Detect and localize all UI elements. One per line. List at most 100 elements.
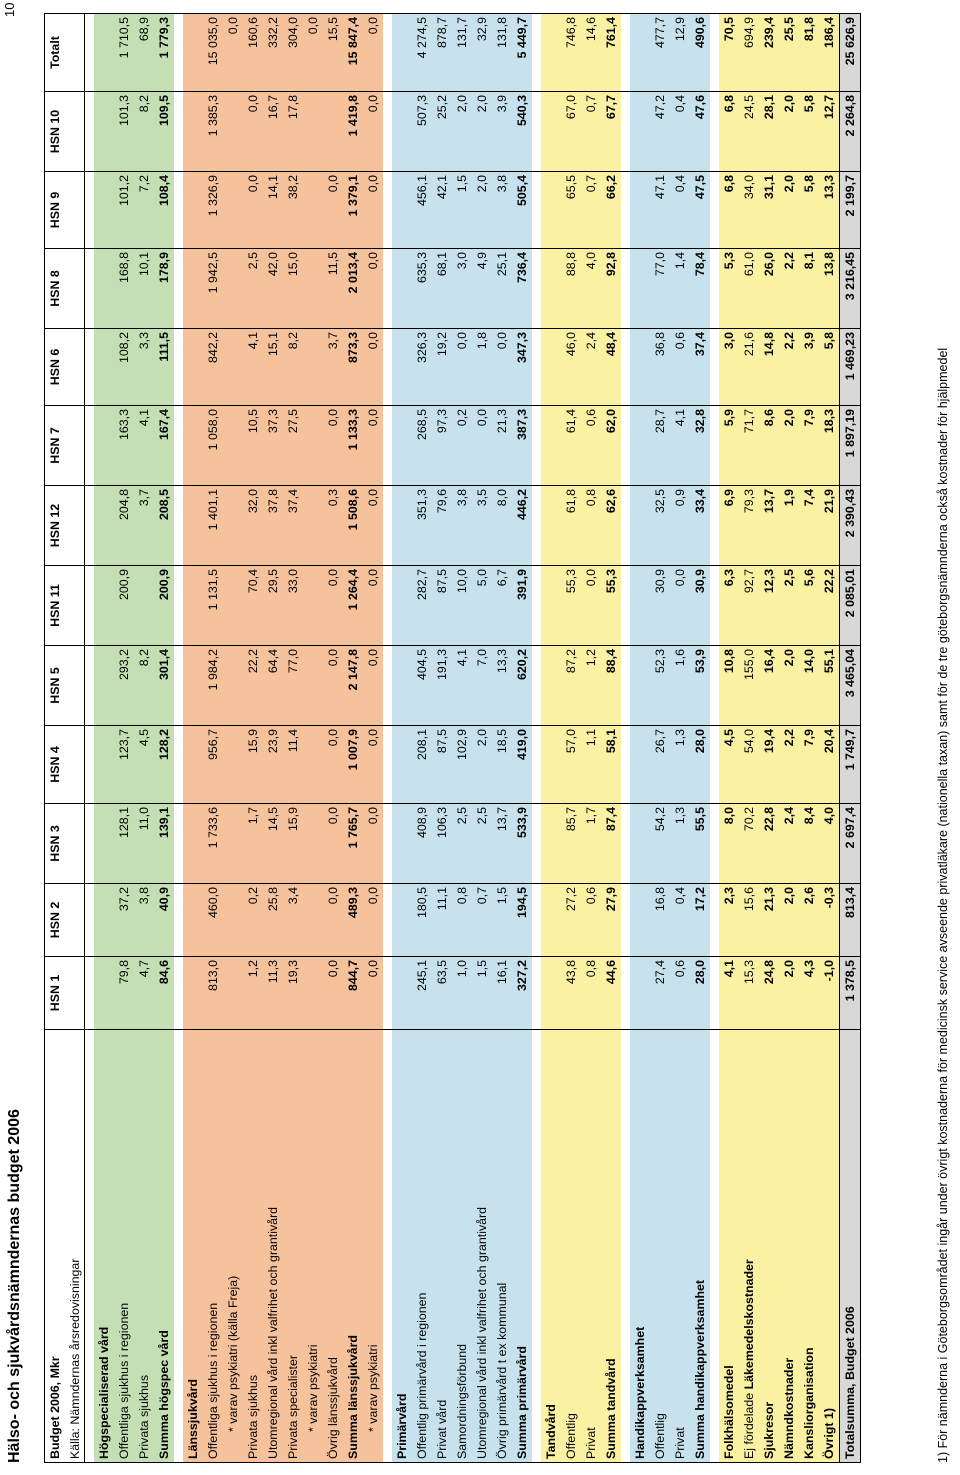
row-label: Offentlig primärvård i regionen bbox=[412, 1029, 432, 1463]
table-cell: 79,6 bbox=[432, 485, 452, 566]
table-cell bbox=[223, 725, 243, 804]
table-cell: 19,4 bbox=[759, 725, 779, 804]
table-cell: 1,5 bbox=[472, 956, 492, 1030]
table-cell: 2,5 bbox=[472, 803, 492, 884]
table-cell: 32,5 bbox=[650, 485, 670, 566]
column-header: HSN 1 bbox=[44, 956, 65, 1030]
table-cell: 0,2 bbox=[452, 405, 472, 486]
table-cell: 4,5 bbox=[719, 725, 739, 804]
column-header: HSN 8 bbox=[44, 248, 65, 329]
table-cell: 33,4 bbox=[690, 485, 710, 566]
table-cell: 1,2 bbox=[243, 956, 263, 1030]
table-cell: 62,6 bbox=[601, 485, 621, 566]
table-cell: 54,0 bbox=[739, 725, 759, 804]
table-cell: 6,9 bbox=[719, 485, 739, 566]
table-cell: 0,0 bbox=[243, 91, 263, 172]
table-cell: 635,3 bbox=[412, 248, 432, 329]
table-cell: 293,2 bbox=[114, 645, 134, 726]
column-header: HSN 9 bbox=[44, 171, 65, 249]
row-label: Summa primärvård bbox=[512, 1029, 532, 1463]
row-label: Sjukresor bbox=[759, 1029, 779, 1463]
source-note: Källa: Nämndernas årsredovisningar bbox=[65, 1029, 85, 1463]
table-cell: 8,6 bbox=[759, 405, 779, 486]
table-row: Privat 0,6 0,4 1,3 1,3 1,6 0,0 0,9 4,1 0,6 1,4 0,4 0… bbox=[670, 13, 690, 1463]
table-cell: 0,0 bbox=[323, 645, 343, 726]
table-cell: 456,1 bbox=[412, 171, 432, 249]
table-cell: 0,0 bbox=[363, 328, 383, 406]
table-cell: 13,7 bbox=[759, 485, 779, 566]
row-label: * varav psykiatri (källa Freja) bbox=[223, 1029, 243, 1463]
table-cell: 0,0 bbox=[472, 405, 492, 486]
section-spacer bbox=[710, 13, 719, 1463]
column-header: HSN 10 bbox=[44, 91, 65, 172]
row-label: Övrig länssjukvård bbox=[323, 1029, 343, 1463]
table-row: Offentlig 43,8 27,2 85,7 57,0 87,2 55,3 61,8 61,… bbox=[561, 13, 581, 1463]
table-row: Folkhälsomedel 4,1 2,3 8,0 4,5 10,8 6,3 6,9 5,9 3… bbox=[719, 13, 739, 1463]
table-cell: 84,6 bbox=[154, 956, 174, 1030]
table-row: Utomregional vård inkl valfrihet och gra… bbox=[263, 13, 283, 1463]
table-cell: 21,3 bbox=[492, 405, 512, 486]
table-cell: 178,9 bbox=[154, 248, 174, 329]
table-cell: 0,8 bbox=[581, 485, 601, 566]
table-cell bbox=[303, 328, 323, 406]
table-cell: 1,5 bbox=[492, 883, 512, 957]
table-cell: 239,4 bbox=[759, 13, 779, 92]
table-cell: 3,0 bbox=[719, 328, 739, 406]
table-cell: 2 264,8 bbox=[839, 91, 861, 172]
table-cell: 14,0 bbox=[799, 645, 819, 726]
table-cell: 4,1 bbox=[243, 328, 263, 406]
table-cell: 3 465,04 bbox=[839, 645, 861, 726]
table-cell: 13,8 bbox=[819, 248, 840, 329]
table-cell: 301,4 bbox=[154, 645, 174, 726]
section-heading-row: Länssjukvård bbox=[183, 13, 203, 1463]
table-cell: 0,0 bbox=[670, 565, 690, 646]
column-header: HSN 7 bbox=[44, 405, 65, 486]
table-cell: 44,6 bbox=[601, 956, 621, 1030]
table-row: Offentliga sjukhus i regionen 813,0 460,0 1… bbox=[203, 13, 223, 1463]
table-cell: 2 697,4 bbox=[839, 803, 861, 884]
table-cell: 446,2 bbox=[512, 485, 532, 566]
table-cell: 2 390,43 bbox=[839, 485, 861, 566]
column-header: HSN 12 bbox=[44, 485, 65, 566]
table-cell bbox=[303, 883, 323, 957]
table-cell: 2,2 bbox=[779, 248, 799, 329]
table-cell: 54,2 bbox=[650, 803, 670, 884]
table-cell: 1,3 bbox=[670, 725, 690, 804]
table-cell: 13,3 bbox=[819, 171, 840, 249]
table-cell bbox=[134, 565, 154, 646]
table-cell: 0,0 bbox=[363, 485, 383, 566]
table-cell: 160,6 bbox=[243, 13, 263, 92]
row-label: Samordningsförbund bbox=[452, 1029, 472, 1463]
table-cell: 191,3 bbox=[432, 645, 452, 726]
table-cell: 128,2 bbox=[154, 725, 174, 804]
table-cell: 61,0 bbox=[739, 248, 759, 329]
table-cell: 14,1 bbox=[263, 171, 283, 249]
table-cell: -0,3 bbox=[819, 883, 840, 957]
table-cell: 7,4 bbox=[799, 485, 819, 566]
column-header: HSN 5 bbox=[44, 645, 65, 726]
table-cell: 1,2 bbox=[581, 645, 601, 726]
table-cell: 168,8 bbox=[114, 248, 134, 329]
table-cell: 65,5 bbox=[561, 171, 581, 249]
table-cell: 27,9 bbox=[601, 883, 621, 957]
table-cell: 540,3 bbox=[512, 91, 532, 172]
table-cell: 29,5 bbox=[263, 565, 283, 646]
table-cell: 10,8 bbox=[719, 645, 739, 726]
table-cell: 37,3 bbox=[263, 405, 283, 486]
table-row: Övrig länssjukvård 0,0 0,0 0,0 0,0 0,0 0,0 0,3 0… bbox=[323, 13, 343, 1463]
table-cell: 87,4 bbox=[601, 803, 621, 884]
table-cell: 4,1 bbox=[670, 405, 690, 486]
table-cell: 1 765,7 bbox=[343, 803, 363, 884]
table-cell: 55,3 bbox=[601, 565, 621, 646]
table-cell: 5 449,7 bbox=[512, 13, 532, 92]
section-heading: Handikappverksamhet bbox=[630, 1029, 650, 1463]
table-cell: 1,5 bbox=[452, 171, 472, 249]
table-cell: 3,4 bbox=[283, 883, 303, 957]
table-cell: 163,3 bbox=[114, 405, 134, 486]
table-cell: 30,9 bbox=[690, 565, 710, 646]
table-cell: 3,8 bbox=[492, 171, 512, 249]
table-cell: 28,7 bbox=[650, 405, 670, 486]
table-cell: 1,8 bbox=[472, 328, 492, 406]
table-cell: 106,3 bbox=[432, 803, 452, 884]
table-cell: 8,1 bbox=[799, 248, 819, 329]
